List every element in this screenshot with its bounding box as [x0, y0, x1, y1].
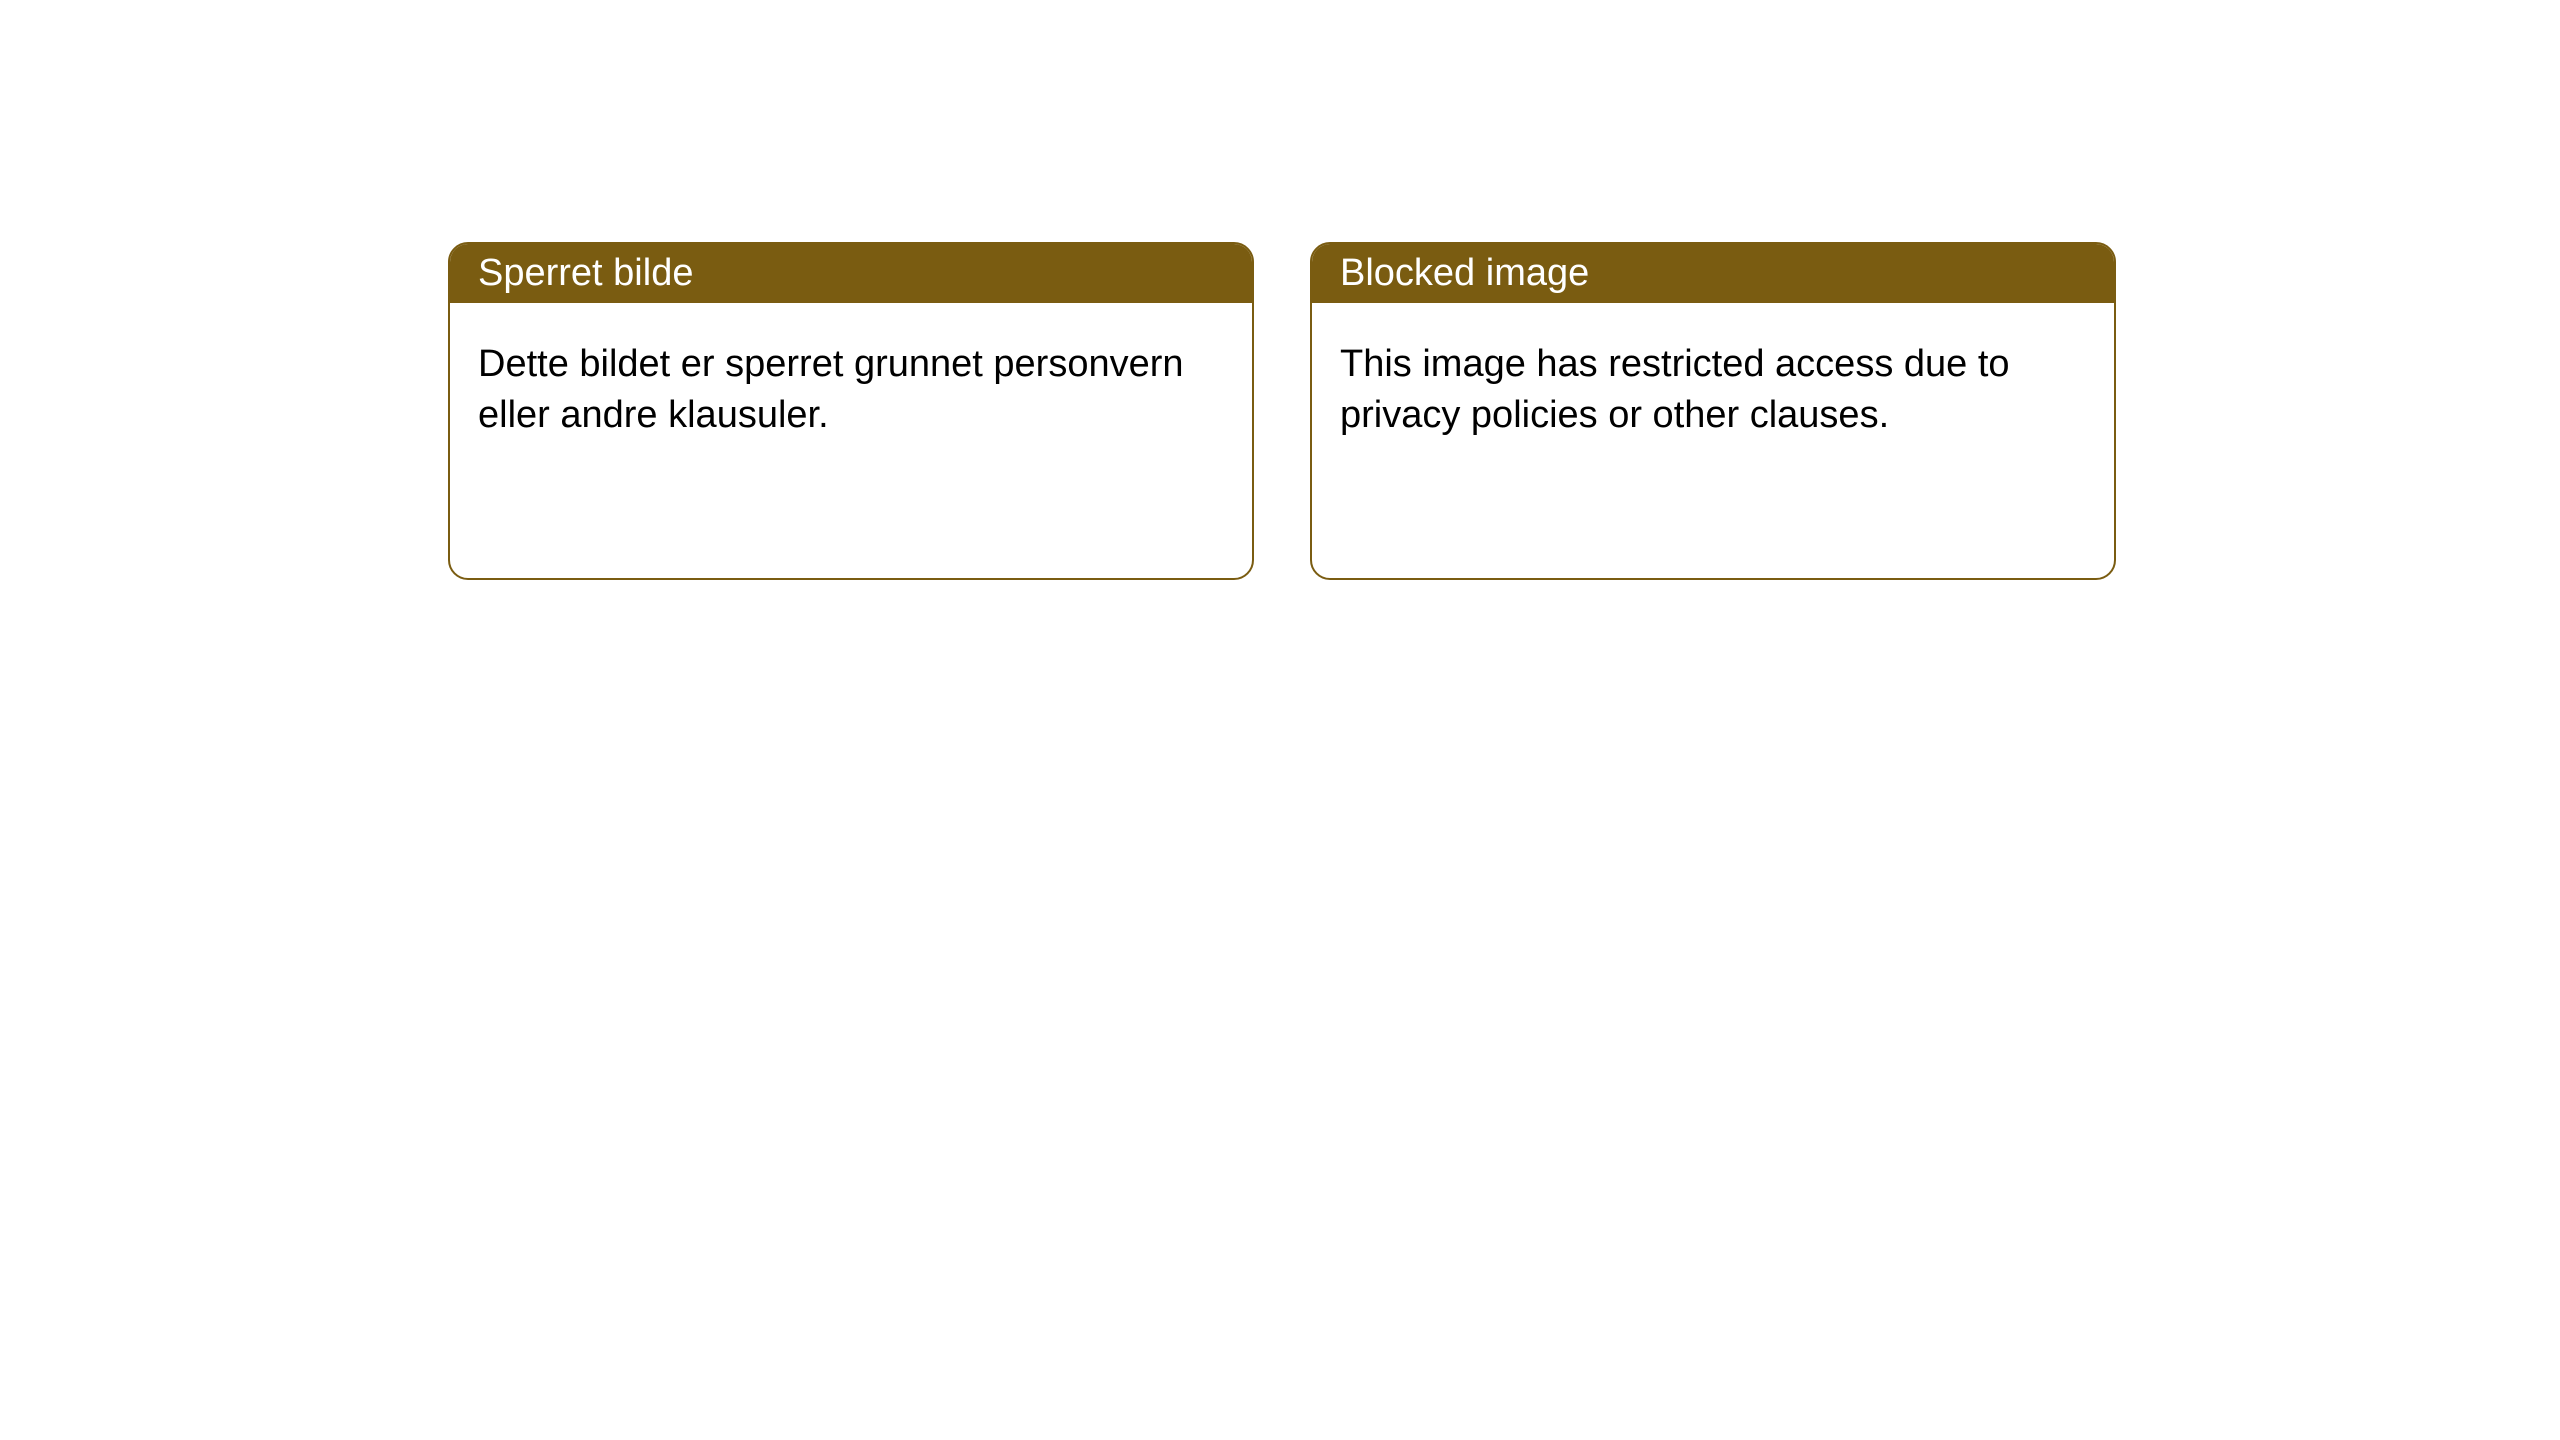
card-header-norwegian: Sperret bilde — [450, 244, 1252, 303]
card-title-norwegian: Sperret bilde — [478, 252, 693, 294]
blocked-image-card-norwegian: Sperret bilde Dette bildet er sperret gr… — [448, 242, 1254, 580]
card-body-english: This image has restricted access due to … — [1312, 303, 2114, 478]
notice-cards-container: Sperret bilde Dette bildet er sperret gr… — [0, 0, 2560, 580]
card-title-english: Blocked image — [1340, 252, 1589, 294]
card-text-english: This image has restricted access due to … — [1340, 343, 2010, 436]
card-header-english: Blocked image — [1312, 244, 2114, 303]
card-text-norwegian: Dette bildet er sperret grunnet personve… — [478, 343, 1184, 436]
blocked-image-card-english: Blocked image This image has restricted … — [1310, 242, 2116, 580]
card-body-norwegian: Dette bildet er sperret grunnet personve… — [450, 303, 1252, 478]
